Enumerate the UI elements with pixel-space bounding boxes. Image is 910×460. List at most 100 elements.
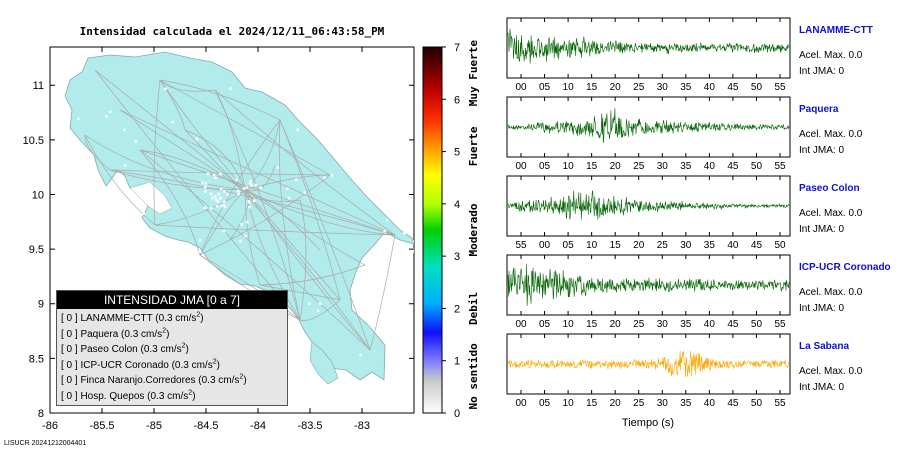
city-marker [296,128,299,132]
seismogram-panel: 00 05 10 15 20 25 30 35 40 45 50 55 ICP-UCR Coronado… [506,254,891,330]
seismo-tick-label: 10 [563,82,575,93]
city-marker [226,193,229,196]
legend-row-end: ) [166,328,170,340]
seismo-tick-label: 35 [680,161,692,172]
time-axis-label: Tiempo (s) [622,417,674,429]
road [159,79,281,121]
colorbar-labels: No sentido Debil Moderado Fuerte Muy Fuerte [467,40,480,410]
city-marker [240,222,243,226]
seismo-tick-label: 30 [657,82,669,93]
city-marker [383,229,386,233]
city-marker [186,265,190,269]
map-xtick-label: -85.5 [89,420,114,432]
city-marker [407,243,410,247]
city-marker [203,206,207,210]
city-marker [229,87,233,90]
road [214,89,301,321]
legend-header: INTENSIDAD JMA [0 a 7] [57,291,287,309]
city-marker [117,189,120,192]
city-marker [403,231,406,235]
city-marker [219,197,222,200]
road-network [84,69,396,351]
road [279,119,371,351]
city-marker [316,309,320,312]
seismogram-frame [506,333,791,395]
station-int-jma: Int JMA: 0 [799,303,844,314]
legend-row-end: ) [243,375,247,387]
legend-row-sup: 2 [212,358,217,366]
seismo-tick-label: 25 [633,319,645,330]
seismo-tick-label: 40 [704,319,716,330]
road [259,264,366,286]
map-xtick-label: -85 [146,420,162,432]
seismo-tick-label: 20 [610,398,622,409]
map-ytick-label: 10 [32,189,44,201]
road [139,149,396,236]
map-ytick-label: 8 [38,408,44,420]
seismo-tick-label: 45 [727,161,739,172]
seismogram-panel: 00 05 10 15 20 25 30 35 40 45 50 55 LANAMME-CTT Acel.… [506,17,873,93]
seismo-tick-label: 35 [680,319,692,330]
seismo-tick-label: 10 [563,161,575,172]
seismo-tick-label: 15 [586,319,598,330]
seismo-tick-label: 40 [727,240,739,251]
map-ytick-label: 8.5 [29,353,44,365]
city-marker [385,218,389,222]
road [139,149,246,191]
road [199,174,331,256]
map-y-axis: 11 10.5 10 9.5 9 8.5 8 [23,80,414,420]
city-marker [303,191,307,194]
seismo-tick-label: 45 [727,82,739,93]
seismo-tick-label: 00 [515,319,527,330]
seismo-tick-label: 05 [539,398,551,409]
city-marker [242,187,246,190]
legend-row-sup: 2 [181,342,186,350]
road [278,119,301,321]
seismo-tick-label: 50 [751,398,763,409]
seismo-tick-label: 35 [680,398,692,409]
city-marker [259,186,262,189]
city-marker [245,186,249,189]
road [244,164,276,192]
colorbar-tick-label: 4 [454,199,460,211]
seismo-tick-label: 50 [751,82,763,93]
seismo-tick-label: 25 [633,398,645,409]
city-marker [195,137,198,141]
city-marker [171,120,174,124]
seismogram-panel: 00 05 10 15 20 25 30 35 40 45 50 55 La Sabana Acel. M… [506,333,863,409]
legend-row: [ 0 ] Hosp. Quepos (0.3 cm/s2) [57,389,287,405]
legend-row-sup: 2 [188,389,193,397]
seismo-tick-label: 45 [727,398,739,409]
city-marker [204,190,207,193]
legend-row-sup: 2 [196,311,201,319]
city-marker [219,172,222,176]
seismogram-panel: 00 05 10 15 20 25 30 35 40 45 50 55 Paquera Acel. Max… [506,96,863,172]
seismo-tick-label: 55 [515,240,527,251]
seismo-tick-label: 40 [704,161,716,172]
colorbar-ticks: 0 1 2 3 4 5 6 7 [442,42,460,420]
colorbar-tick-label: 0 [454,408,460,420]
station-acel-max: Acel. Max. 0.0 [799,129,863,140]
station-int-jma: Int JMA: 0 [799,224,844,235]
seismogram-trace [507,108,790,144]
city-marker [219,187,223,191]
road [139,149,201,256]
legend-row: [ 0 ] Paseo Colon (0.3 cm/s2) [57,342,287,358]
seismogram-trace [507,350,790,378]
road [84,134,156,226]
station-int-jma: Int JMA: 0 [799,145,844,156]
city-marker [236,189,240,193]
station-name: LANAMME-CTT [799,25,873,36]
colorbar-tick-label: 2 [454,303,460,315]
city-marker [220,204,223,207]
colorbar-tick-label: 5 [454,147,460,159]
seismo-tick-label: 15 [586,398,598,409]
colorbar-category-label: No sentido [467,343,480,410]
road [84,134,246,191]
colorbar-tick-label: 3 [454,251,460,263]
seismogram-panels: 00 05 10 15 20 25 30 35 40 45 50 55 LANAMME-CTT Acel.… [506,17,891,409]
seismo-tick-label: 55 [774,398,786,409]
map-ytick-label: 10.5 [23,135,44,147]
legend-row: [ 0 ] ICP-UCR Coronado (0.3 cm/s2) [57,358,287,374]
